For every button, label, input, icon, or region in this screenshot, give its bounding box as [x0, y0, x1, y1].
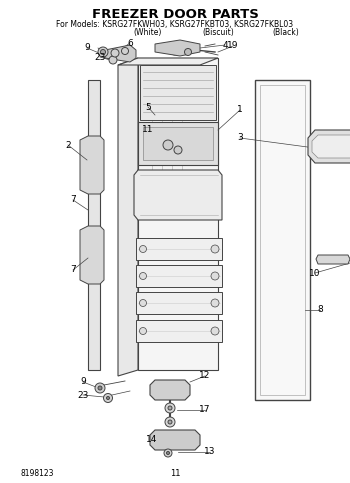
Text: For Models: KSRG27FKWH03, KSRG27FKBT03, KSRG27FKBL03: For Models: KSRG27FKWH03, KSRG27FKBT03, …	[56, 19, 294, 28]
Circle shape	[106, 397, 110, 399]
Circle shape	[211, 327, 219, 335]
Polygon shape	[316, 255, 350, 264]
Circle shape	[168, 406, 172, 410]
Text: 17: 17	[199, 406, 211, 414]
Circle shape	[109, 56, 117, 64]
Circle shape	[95, 383, 105, 393]
Text: 2: 2	[65, 141, 71, 150]
Circle shape	[211, 272, 219, 280]
Text: 23: 23	[77, 390, 89, 399]
Circle shape	[98, 386, 102, 390]
Text: 23: 23	[94, 53, 106, 61]
Polygon shape	[138, 122, 218, 165]
Polygon shape	[136, 265, 222, 287]
Circle shape	[140, 327, 147, 335]
Text: 7: 7	[70, 266, 76, 274]
Circle shape	[140, 245, 147, 253]
Text: 14: 14	[146, 436, 158, 444]
Text: 10: 10	[309, 269, 321, 278]
Polygon shape	[150, 380, 190, 400]
Text: 4: 4	[222, 41, 228, 49]
Circle shape	[168, 420, 172, 424]
Bar	[140, 65, 216, 120]
Text: 1: 1	[237, 105, 243, 114]
Circle shape	[163, 140, 173, 150]
Polygon shape	[118, 58, 218, 65]
Polygon shape	[80, 136, 104, 194]
Text: (Black): (Black)	[273, 28, 299, 38]
Text: 11: 11	[170, 469, 180, 478]
Circle shape	[100, 49, 105, 55]
Text: 3: 3	[237, 133, 243, 142]
Circle shape	[140, 299, 147, 307]
Circle shape	[111, 49, 119, 57]
Circle shape	[174, 146, 182, 154]
Text: 12: 12	[199, 371, 211, 381]
Circle shape	[184, 48, 191, 56]
Polygon shape	[136, 238, 222, 260]
Circle shape	[104, 394, 112, 402]
Text: 8198123: 8198123	[20, 469, 54, 478]
Polygon shape	[136, 320, 222, 342]
Text: 7: 7	[70, 196, 76, 204]
Circle shape	[98, 47, 108, 57]
Circle shape	[121, 47, 128, 55]
Polygon shape	[312, 135, 350, 158]
Polygon shape	[105, 45, 136, 62]
Text: 8: 8	[317, 306, 323, 314]
Text: 19: 19	[227, 42, 239, 51]
Polygon shape	[138, 58, 218, 370]
Text: 11: 11	[142, 126, 154, 134]
Polygon shape	[260, 85, 305, 395]
Text: 9: 9	[80, 378, 86, 386]
Text: (Biscuit): (Biscuit)	[202, 28, 234, 38]
Circle shape	[165, 403, 175, 413]
Text: FREEZER DOOR PARTS: FREEZER DOOR PARTS	[92, 8, 258, 20]
Polygon shape	[80, 226, 104, 284]
Text: 6: 6	[127, 39, 133, 47]
Polygon shape	[88, 80, 100, 370]
Text: 13: 13	[204, 448, 216, 456]
Polygon shape	[150, 430, 200, 450]
Circle shape	[211, 245, 219, 253]
Text: (White): (White)	[134, 28, 162, 38]
Polygon shape	[134, 170, 222, 220]
Polygon shape	[136, 292, 222, 314]
Circle shape	[167, 452, 169, 455]
Polygon shape	[255, 80, 310, 400]
Circle shape	[181, 43, 189, 51]
Text: 9: 9	[84, 43, 90, 53]
Polygon shape	[308, 130, 350, 163]
Text: 5: 5	[145, 102, 151, 112]
Bar	[143, 127, 213, 160]
Circle shape	[170, 45, 180, 55]
Polygon shape	[155, 40, 200, 56]
Circle shape	[140, 272, 147, 280]
Circle shape	[165, 417, 175, 427]
Circle shape	[164, 449, 172, 457]
Circle shape	[211, 299, 219, 307]
Polygon shape	[118, 58, 138, 376]
